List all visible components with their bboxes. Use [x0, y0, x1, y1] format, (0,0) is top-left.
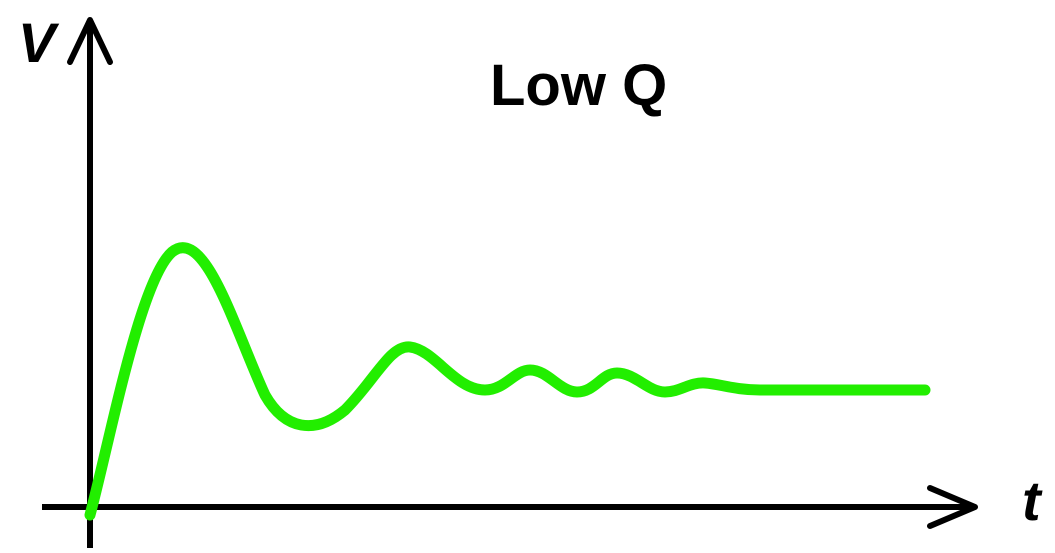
x-axis-label: t: [1022, 469, 1043, 532]
y-axis-arrowhead: [67, 17, 113, 65]
x-axis-arrowhead: [927, 485, 978, 529]
response-curve: [84, 242, 931, 521]
diagram-title: Low Q: [490, 53, 667, 118]
y-axis-label: V: [18, 11, 60, 74]
